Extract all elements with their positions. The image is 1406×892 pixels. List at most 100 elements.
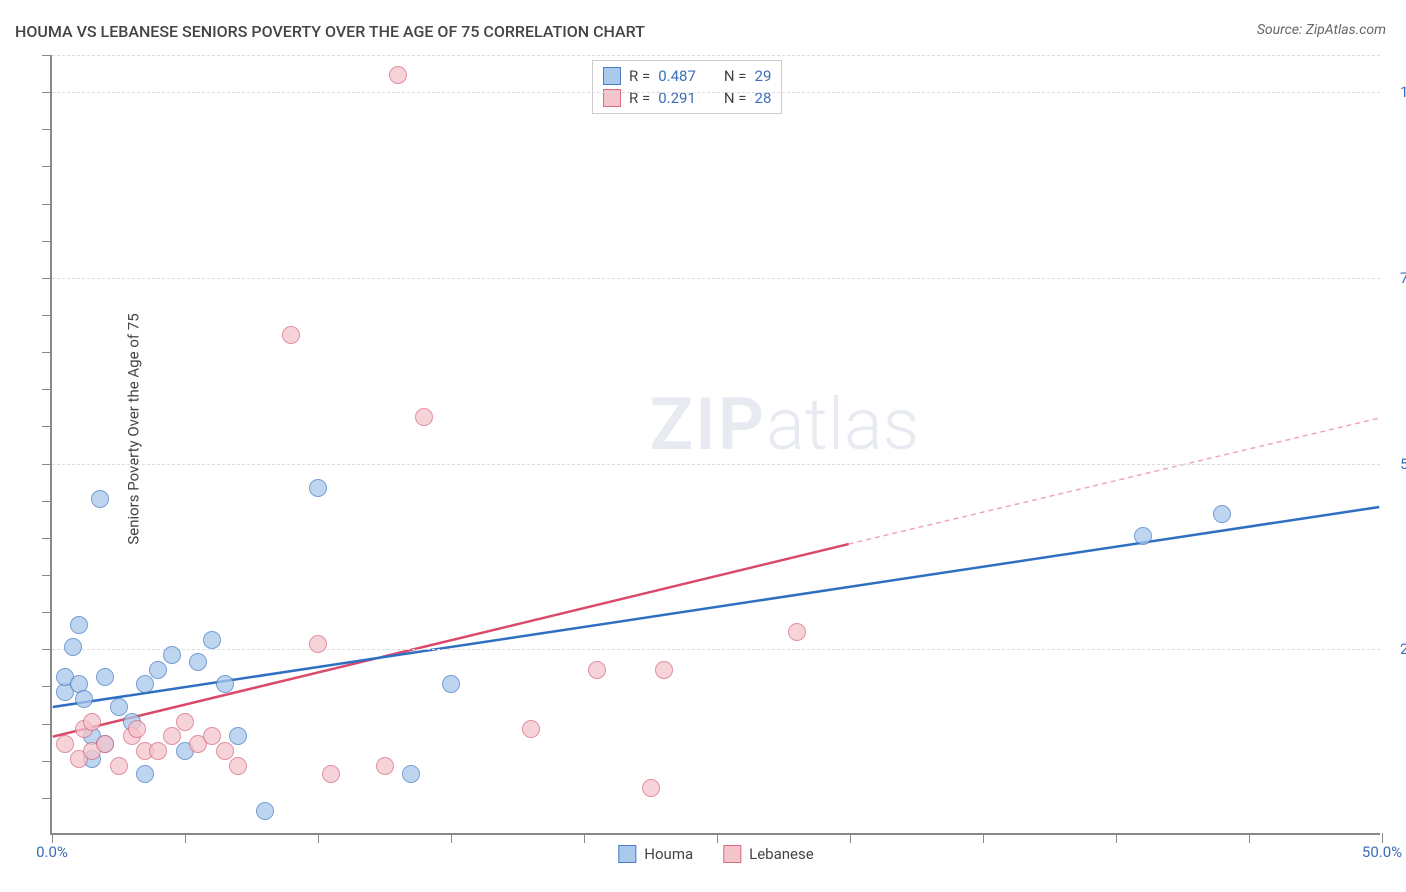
data-point — [216, 675, 234, 693]
chart-title: HOUMA VS LEBANESE SENIORS POVERTY OVER T… — [15, 22, 645, 41]
y-tick — [42, 129, 52, 130]
trend-line — [53, 507, 1380, 707]
gridline — [52, 92, 1380, 93]
y-tick — [42, 204, 52, 205]
y-tick-label: 75.0% — [1390, 269, 1406, 287]
x-tick — [1382, 833, 1383, 843]
data-point — [83, 713, 101, 731]
data-point — [588, 661, 606, 679]
legend-label: Lebanese — [749, 845, 814, 863]
trend-line — [849, 418, 1380, 544]
legend-item: Houma — [618, 845, 693, 863]
legend-swatch — [723, 845, 741, 863]
stats-box: R =0.487N =29R =0.291N =28 — [592, 60, 782, 114]
x-tick — [185, 833, 186, 843]
gridline — [52, 464, 1380, 465]
data-point — [176, 713, 194, 731]
gridline — [52, 278, 1380, 279]
data-point — [96, 735, 114, 753]
data-point — [163, 646, 181, 664]
data-point — [91, 490, 109, 508]
x-tick — [1116, 833, 1117, 843]
data-point — [163, 727, 181, 745]
watermark: ZIPatlas — [650, 382, 920, 467]
source-label: Source: ZipAtlas.com — [1257, 22, 1386, 38]
data-point — [149, 742, 167, 760]
legend-item: Lebanese — [723, 845, 814, 863]
y-tick — [42, 92, 52, 93]
data-point — [655, 661, 673, 679]
data-point — [402, 765, 420, 783]
data-point — [136, 765, 154, 783]
x-tick — [717, 833, 718, 843]
data-point — [136, 675, 154, 693]
stats-n-value: 29 — [755, 67, 772, 85]
data-point — [128, 720, 146, 738]
trend-lines — [52, 55, 1380, 833]
data-point — [203, 631, 221, 649]
y-tick — [42, 315, 52, 316]
data-point — [70, 616, 88, 634]
data-point — [522, 720, 540, 738]
data-point — [203, 727, 221, 745]
data-point — [229, 727, 247, 745]
y-tick — [42, 649, 52, 650]
data-point — [1213, 505, 1231, 523]
x-tick-label: 50.0% — [1362, 843, 1402, 861]
data-point — [64, 638, 82, 656]
data-point — [96, 668, 114, 686]
y-tick — [42, 352, 52, 353]
x-tick — [983, 833, 984, 843]
y-tick — [42, 612, 52, 613]
data-point — [189, 653, 207, 671]
data-point — [376, 757, 394, 775]
data-point — [788, 623, 806, 641]
data-point — [149, 661, 167, 679]
stats-r-value: 0.487 — [658, 67, 696, 85]
legend: Houma Lebanese — [618, 845, 813, 863]
gridline — [52, 649, 1380, 650]
y-tick — [42, 241, 52, 242]
y-tick — [42, 798, 52, 799]
x-tick — [318, 833, 319, 843]
data-point — [229, 757, 247, 775]
stats-row: R =0.487N =29 — [603, 65, 771, 87]
y-tick — [42, 538, 52, 539]
data-point — [75, 690, 93, 708]
y-tick-label: 100.0% — [1390, 83, 1406, 101]
y-tick — [42, 724, 52, 725]
y-tick — [42, 426, 52, 427]
y-tick-label: 50.0% — [1390, 455, 1406, 473]
data-point — [322, 765, 340, 783]
y-tick — [42, 501, 52, 502]
data-point — [256, 802, 274, 820]
data-point — [642, 779, 660, 797]
data-point — [216, 742, 234, 760]
stats-n-label: N = — [724, 67, 747, 85]
stats-row: R =0.291N =28 — [603, 87, 771, 109]
data-point — [309, 479, 327, 497]
y-tick — [42, 686, 52, 687]
data-point — [110, 698, 128, 716]
y-tick — [42, 55, 52, 56]
y-tick — [42, 166, 52, 167]
y-tick — [42, 761, 52, 762]
data-point — [282, 326, 300, 344]
x-tick-label: 0.0% — [36, 843, 68, 861]
stats-swatch — [603, 67, 621, 85]
data-point — [389, 66, 407, 84]
gridline — [52, 55, 1380, 56]
watermark-atlas: atlas — [766, 382, 919, 467]
y-tick — [42, 389, 52, 390]
x-tick — [52, 833, 53, 843]
legend-swatch — [618, 845, 636, 863]
y-tick-label: 25.0% — [1390, 640, 1406, 658]
x-tick — [850, 833, 851, 843]
data-point — [442, 675, 460, 693]
y-tick — [42, 278, 52, 279]
plot-area: ZIPatlas R =0.487N =29R =0.291N =28 Houm… — [50, 55, 1380, 835]
watermark-zip: ZIP — [650, 382, 766, 467]
data-point — [56, 735, 74, 753]
legend-label: Houma — [644, 845, 693, 863]
x-tick — [451, 833, 452, 843]
